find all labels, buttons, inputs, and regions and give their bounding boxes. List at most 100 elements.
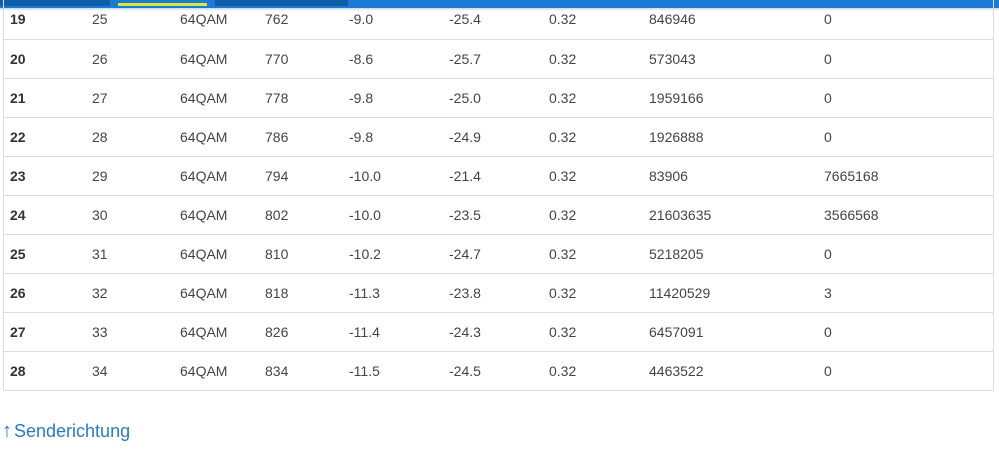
cell-frequency-channel: 30 xyxy=(92,206,108,223)
nav-bar-shadow xyxy=(0,8,999,11)
cell-frequency-channel: 28 xyxy=(92,128,108,145)
channel-table: 19 25 64QAM 762 -9.0 -25.4 0.32 846946 0 20 26 64QA… xyxy=(3,0,994,391)
table-row: 23 29 64QAM 794 -10.0 -21.4 0.32 83906 7665168 xyxy=(4,156,993,195)
cell-corrected-errors: 83906 xyxy=(649,167,688,184)
nav-tab-active[interactable] xyxy=(110,0,215,6)
cell-latency: 0.32 xyxy=(549,245,577,262)
cell-power-level: -10.2 xyxy=(349,245,381,262)
cell-latency: 0.32 xyxy=(549,50,577,67)
cell-latency: 0.32 xyxy=(549,89,577,106)
table-row: 28 34 64QAM 834 -11.5 -24.5 0.32 4463522 0 xyxy=(4,351,993,390)
cell-frequency-channel: 29 xyxy=(92,167,108,184)
cell-modulation: 64QAM xyxy=(180,50,228,67)
table-row: 27 33 64QAM 826 -11.4 -24.3 0.32 6457091 0 xyxy=(4,312,993,351)
table-row: 25 31 64QAM 810 -10.2 -24.7 0.32 5218205 0 xyxy=(4,234,993,273)
nav-tab[interactable] xyxy=(215,0,348,6)
cell-modulation: 64QAM xyxy=(180,206,228,223)
cell-modulation: 64QAM xyxy=(180,167,228,184)
cell-channel-id: 27 xyxy=(10,323,26,340)
cell-frequency-channel: 31 xyxy=(92,245,108,262)
cell-power-level: -8.6 xyxy=(349,50,374,67)
cell-power-level: -11.3 xyxy=(349,284,380,301)
cell-snr: -25.0 xyxy=(449,89,481,106)
table-row: 24 30 64QAM 802 -10.0 -23.5 0.32 21603635 356656… xyxy=(4,195,993,234)
senderichtung-link[interactable]: ↑ Senderichtung xyxy=(0,418,130,444)
cell-modulation: 64QAM xyxy=(180,362,228,379)
cell-frequency-channel: 27 xyxy=(92,89,108,106)
cell-frequency: 826 xyxy=(265,323,289,340)
cell-frequency: 834 xyxy=(265,362,289,379)
cell-modulation: 64QAM xyxy=(180,11,228,28)
cell-channel-id: 23 xyxy=(10,167,26,184)
cell-frequency-channel: 34 xyxy=(92,362,108,379)
cell-modulation: 64QAM xyxy=(180,128,228,145)
cell-modulation: 64QAM xyxy=(180,245,228,262)
cell-latency: 0.32 xyxy=(549,167,577,184)
cell-power-level: -10.0 xyxy=(349,206,381,223)
cell-modulation: 64QAM xyxy=(180,284,228,301)
cell-power-level: -10.0 xyxy=(349,167,381,184)
cell-channel-id: 22 xyxy=(10,128,26,145)
cell-power-level: -9.8 xyxy=(349,128,374,145)
cell-corrected-errors: 1926888 xyxy=(649,128,704,145)
table-row: 20 26 64QAM 770 -8.6 -25.7 0.32 573043 0 xyxy=(4,39,993,78)
cell-power-level: -9.0 xyxy=(349,11,374,28)
active-tab-indicator xyxy=(118,3,207,6)
cell-channel-id: 20 xyxy=(10,50,26,67)
channel-table-body: 19 25 64QAM 762 -9.0 -25.4 0.32 846946 0 20 26 64QA… xyxy=(4,0,993,390)
cell-snr: -24.7 xyxy=(449,245,481,262)
table-row: 22 28 64QAM 786 -9.8 -24.9 0.32 1926888 0 xyxy=(4,117,993,156)
top-nav-bar xyxy=(0,0,999,11)
cell-power-level: -9.8 xyxy=(349,89,374,106)
cell-snr: -23.8 xyxy=(449,284,481,301)
table-row: 26 32 64QAM 818 -11.3 -23.8 0.32 11420529 3 xyxy=(4,273,993,312)
cell-modulation: 64QAM xyxy=(180,323,228,340)
cell-latency: 0.32 xyxy=(549,206,577,223)
cell-snr: -21.4 xyxy=(449,167,481,184)
cell-latency: 0.32 xyxy=(549,128,577,145)
senderichtung-link-label: Senderichtung xyxy=(14,420,131,441)
cell-frequency: 810 xyxy=(265,245,289,262)
table-row: 19 25 64QAM 762 -9.0 -25.4 0.32 846946 0 xyxy=(4,0,993,39)
cell-corrected-errors: 4463522 xyxy=(649,362,704,379)
cell-uncorrectable-errors: 0 xyxy=(824,245,832,262)
cell-uncorrectable-errors: 0 xyxy=(824,50,832,67)
cell-latency: 0.32 xyxy=(549,284,577,301)
cell-corrected-errors: 5218205 xyxy=(649,245,704,262)
cell-corrected-errors: 846946 xyxy=(649,11,696,28)
cell-uncorrectable-errors: 0 xyxy=(824,362,832,379)
cell-frequency: 794 xyxy=(265,167,289,184)
cell-frequency-channel: 26 xyxy=(92,50,108,67)
cell-uncorrectable-errors: 0 xyxy=(824,323,832,340)
cell-latency: 0.32 xyxy=(549,362,577,379)
cell-frequency: 770 xyxy=(265,50,289,67)
cell-frequency-channel: 33 xyxy=(92,323,108,340)
cell-channel-id: 25 xyxy=(10,245,26,262)
nav-tab[interactable] xyxy=(0,0,110,6)
cell-modulation: 64QAM xyxy=(180,89,228,106)
cell-channel-id: 28 xyxy=(10,362,26,379)
cell-uncorrectable-errors: 3 xyxy=(824,284,832,301)
cell-uncorrectable-errors: 7665168 xyxy=(824,167,879,184)
arrow-up-icon: ↑ xyxy=(2,420,12,442)
cell-corrected-errors: 1959166 xyxy=(649,89,704,106)
cell-frequency: 802 xyxy=(265,206,289,223)
cell-channel-id: 19 xyxy=(10,11,26,28)
cell-snr: -24.3 xyxy=(449,323,481,340)
cell-latency: 0.32 xyxy=(549,323,577,340)
table-row: 21 27 64QAM 778 -9.8 -25.0 0.32 1959166 0 xyxy=(4,78,993,117)
cell-snr: -23.5 xyxy=(449,206,481,223)
cell-snr: -25.4 xyxy=(449,11,481,28)
cell-latency: 0.32 xyxy=(549,11,577,28)
cell-power-level: -11.4 xyxy=(349,323,380,340)
cell-channel-id: 24 xyxy=(10,206,26,223)
cell-frequency-channel: 32 xyxy=(92,284,108,301)
cell-uncorrectable-errors: 3566568 xyxy=(824,206,879,223)
cell-frequency: 778 xyxy=(265,89,289,106)
cell-power-level: -11.5 xyxy=(349,362,380,379)
cell-corrected-errors: 11420529 xyxy=(649,284,711,301)
cell-uncorrectable-errors: 0 xyxy=(824,11,832,28)
cell-corrected-errors: 573043 xyxy=(649,50,696,67)
cell-frequency: 762 xyxy=(265,11,289,28)
cell-corrected-errors: 6457091 xyxy=(649,323,704,340)
